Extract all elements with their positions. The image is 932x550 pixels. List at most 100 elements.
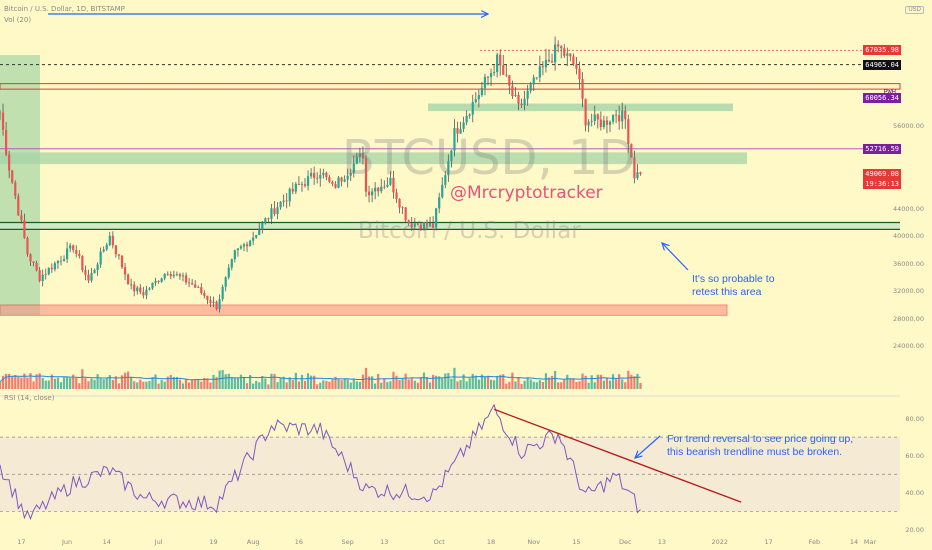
candle-body bbox=[197, 287, 200, 288]
volume-bar bbox=[404, 373, 407, 389]
volume-indicator-label[interactable]: Vol (20) bbox=[4, 16, 32, 24]
volume-bar bbox=[520, 384, 523, 389]
candle-body bbox=[349, 172, 352, 176]
volume-bar bbox=[514, 381, 517, 389]
candle-body bbox=[520, 103, 523, 106]
volume-bar bbox=[75, 377, 78, 389]
candle-body bbox=[441, 184, 444, 198]
candle-body bbox=[511, 85, 514, 96]
volume-bar bbox=[120, 375, 124, 389]
candle-body bbox=[133, 284, 136, 292]
rsi-tick-label: 20.00 bbox=[905, 526, 924, 534]
volume-bar bbox=[282, 376, 285, 389]
x-tick-label: 17 bbox=[764, 538, 773, 546]
candle-body bbox=[529, 84, 532, 91]
volume-bar bbox=[87, 381, 90, 389]
volume-bar bbox=[319, 382, 322, 389]
name-watermark: Bitcoin / U.S. Dollar bbox=[358, 218, 581, 244]
volume-bar bbox=[142, 381, 145, 389]
volume-bar bbox=[78, 383, 81, 389]
candle-body bbox=[72, 245, 75, 251]
candle-body bbox=[547, 59, 551, 62]
candle-body bbox=[322, 172, 325, 176]
volume-bar bbox=[608, 380, 612, 389]
volume-bar bbox=[255, 380, 258, 389]
volume-bar bbox=[90, 378, 93, 389]
candle-body bbox=[313, 172, 316, 178]
volume-bar bbox=[44, 380, 47, 389]
volume-bar bbox=[550, 375, 554, 389]
annotation-layer bbox=[48, 14, 689, 458]
candle-body bbox=[212, 301, 215, 303]
volume-bar bbox=[554, 371, 557, 389]
candle-body bbox=[142, 292, 145, 296]
candle-body bbox=[404, 207, 407, 221]
volume-bar bbox=[200, 381, 203, 389]
rsi-tick-label: 60.00 bbox=[905, 451, 924, 460]
candle-body bbox=[410, 223, 413, 227]
candle-body bbox=[120, 255, 124, 268]
candle-body bbox=[26, 238, 29, 255]
volume-bar bbox=[245, 383, 249, 389]
volume-bar bbox=[499, 374, 502, 389]
volume-bar bbox=[328, 381, 331, 389]
volume-bar bbox=[194, 379, 197, 389]
candle-body bbox=[550, 61, 554, 63]
candle-body bbox=[194, 284, 197, 288]
x-tick-label: Aug bbox=[246, 538, 260, 546]
volume-bar bbox=[154, 374, 157, 389]
candle-body bbox=[340, 177, 343, 182]
volume-bar bbox=[53, 378, 56, 389]
volume-bar bbox=[413, 380, 416, 389]
volume-bar bbox=[639, 382, 642, 389]
price-label: 64965.04 bbox=[863, 59, 901, 70]
candle-body bbox=[493, 72, 496, 74]
currency-badge[interactable]: USD bbox=[905, 6, 924, 14]
candle-body bbox=[505, 74, 508, 76]
candle-body bbox=[154, 280, 157, 283]
volume-bar bbox=[441, 378, 444, 389]
candle-body bbox=[624, 110, 627, 120]
x-tick-label: Dec bbox=[618, 538, 632, 546]
candle-body bbox=[599, 119, 602, 127]
candle-body bbox=[175, 274, 178, 276]
candle-body bbox=[352, 163, 355, 173]
volume-bar bbox=[483, 376, 487, 389]
volume-bar bbox=[212, 374, 215, 389]
price-label: 19:36:13 bbox=[863, 178, 901, 189]
volume-bar bbox=[334, 376, 337, 389]
rsi-indicator-label[interactable]: RSI (14, close) bbox=[4, 394, 55, 402]
symbol-title[interactable]: Bitcoin / U.S. Dollar, 1D, BITSTAMP bbox=[4, 5, 125, 13]
price-label: 52716.59 bbox=[863, 143, 901, 154]
candle-body bbox=[181, 275, 185, 277]
candle-body bbox=[56, 260, 60, 264]
candle-body bbox=[310, 172, 313, 177]
candle-body bbox=[127, 274, 130, 285]
candle-body bbox=[96, 264, 99, 270]
volume-bar bbox=[23, 373, 26, 389]
candle-body bbox=[468, 114, 471, 116]
volume-bar bbox=[47, 380, 50, 389]
candle-body bbox=[508, 75, 511, 86]
volume-bar bbox=[14, 374, 17, 389]
candle-body bbox=[380, 186, 383, 192]
volume-bar bbox=[157, 383, 160, 389]
trendline-arrow bbox=[635, 435, 661, 458]
candle-body bbox=[47, 267, 50, 275]
x-tick-label: 13 bbox=[657, 538, 666, 546]
candle-body bbox=[563, 48, 566, 56]
trendline-note-line-2: this bearish trendline must be broken. bbox=[667, 446, 843, 458]
y-tick-label: 44000.00 bbox=[892, 204, 924, 213]
candle-body bbox=[471, 102, 474, 115]
volume-bar bbox=[529, 379, 532, 389]
volume-bar bbox=[611, 374, 615, 389]
y-tick-label: 32000.00 bbox=[892, 287, 924, 296]
y-tick-label: 28000.00 bbox=[892, 314, 924, 323]
candle-body bbox=[288, 188, 291, 202]
candle-body bbox=[233, 250, 236, 260]
y-tick-label: 24000.00 bbox=[892, 342, 924, 351]
volume-bar bbox=[5, 373, 8, 389]
candle-body bbox=[218, 299, 221, 310]
